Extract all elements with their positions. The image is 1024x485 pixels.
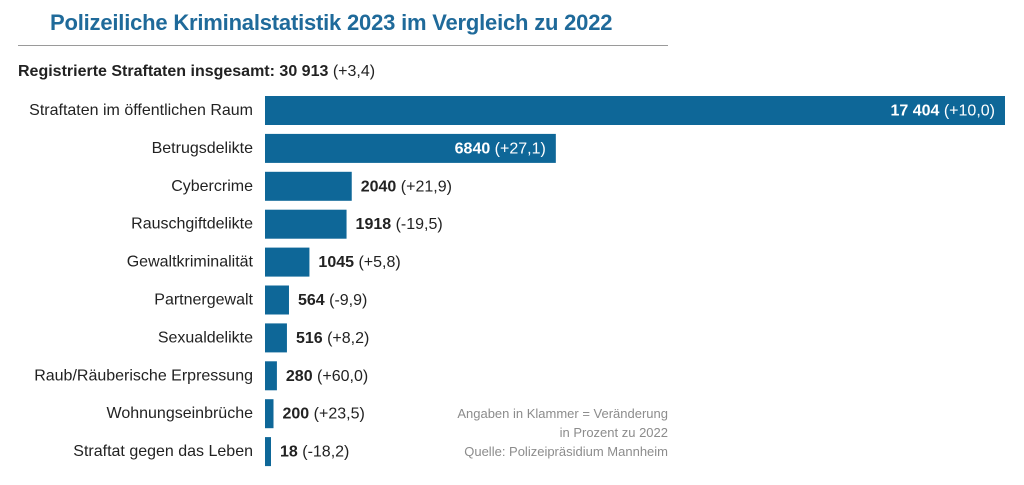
bar-4 — [265, 247, 310, 277]
footnote-line-1: Angaben in Klammer = Veränderung — [457, 406, 668, 421]
value-label: 6840 (+27,1) — [455, 140, 546, 157]
category-label: Raub/Räuberische Erpressung — [34, 367, 253, 384]
value-label: 200 (+23,5) — [283, 405, 365, 422]
category-label: Rauschgiftdelikte — [131, 216, 253, 233]
footnote-source: Quelle: Polizeipräsidium Mannheim — [464, 444, 668, 459]
bar-9 — [265, 437, 271, 467]
total-line: Registrierte Straftaten insgesamt: 30 91… — [18, 63, 375, 81]
bar-8 — [265, 399, 274, 429]
bar-2 — [265, 171, 352, 201]
title-divider — [18, 45, 668, 46]
value-label: 2040 (+21,9) — [361, 178, 452, 195]
value-label: 280 (+60,0) — [286, 367, 368, 384]
bar-1 — [265, 133, 556, 163]
footnote-line-2: in Prozent zu 2022 — [559, 425, 668, 440]
bar-6 — [265, 323, 287, 353]
bar-5 — [265, 285, 289, 315]
bar-0 — [265, 96, 1005, 125]
value-label: 1045 (+5,8) — [318, 254, 400, 271]
bar-3 — [265, 209, 347, 239]
value-label: 1918 (-19,5) — [356, 216, 443, 233]
bar-7 — [265, 361, 277, 391]
category-label: Straftaten im öffentlichen Raum — [29, 102, 253, 119]
category-label: Betrugsdelikte — [152, 140, 253, 157]
category-label: Wohnungseinbrüche — [107, 405, 254, 422]
chart-title: Polizeiliche Kriminalstatistik 2023 im V… — [50, 10, 613, 35]
category-label: Partnergewalt — [154, 292, 253, 309]
category-label: Sexualdelikte — [158, 329, 253, 346]
value-label: 516 (+8,2) — [296, 329, 369, 346]
category-label: Gewaltkriminalität — [127, 254, 254, 271]
footnote: Angaben in Klammer = Veränderung in Proz… — [457, 404, 668, 461]
total-value: 30 913 — [279, 63, 329, 80]
total-change: (+3,4) — [332, 63, 376, 80]
total-label: Registrierte Straftaten insgesamt: — [18, 63, 275, 80]
value-label: 17 404 (+10,0) — [890, 102, 995, 119]
category-label: Straftat gegen das Leben — [73, 443, 253, 460]
value-label: 564 (-9,9) — [298, 292, 367, 309]
category-label: Cybercrime — [171, 178, 253, 195]
value-label: 18 (-18,2) — [280, 443, 349, 460]
